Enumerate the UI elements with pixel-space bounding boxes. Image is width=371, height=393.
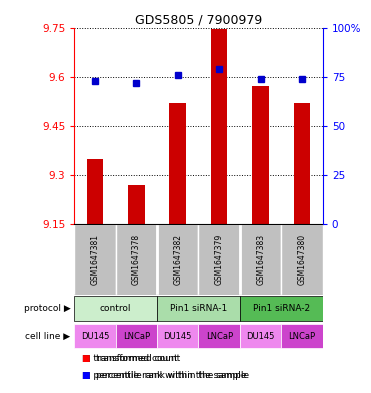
Bar [157, 224, 198, 295]
Text: ■: ■ [82, 354, 90, 363]
Text: GSM1647380: GSM1647380 [298, 234, 306, 285]
Bar [157, 324, 198, 348]
Text: ■ percentile rank within the sample: ■ percentile rank within the sample [82, 371, 246, 380]
Text: Pin1 siRNA-2: Pin1 siRNA-2 [253, 304, 310, 313]
Text: cell line ▶: cell line ▶ [25, 332, 70, 340]
Text: ■ transformed count: ■ transformed count [82, 354, 177, 363]
Bar [240, 324, 281, 348]
Bar [198, 224, 240, 295]
Bar [198, 324, 240, 348]
Bar [170, 103, 186, 224]
Text: DU145: DU145 [164, 332, 192, 340]
Text: LNCaP: LNCaP [289, 332, 316, 340]
Text: transformed count: transformed count [96, 354, 180, 363]
Text: Pin1 siRNA-1: Pin1 siRNA-1 [170, 304, 227, 313]
Bar [74, 324, 116, 348]
Text: GSM1647378: GSM1647378 [132, 234, 141, 285]
Bar [294, 103, 311, 224]
Bar [240, 296, 323, 321]
Text: GSM1647379: GSM1647379 [215, 234, 224, 285]
Bar [240, 224, 281, 295]
Bar [116, 224, 157, 295]
Bar [116, 324, 157, 348]
Text: DU145: DU145 [246, 332, 275, 340]
Text: LNCaP: LNCaP [206, 332, 233, 340]
Text: control: control [100, 304, 131, 313]
Text: LNCaP: LNCaP [123, 332, 150, 340]
Text: ■: ■ [82, 371, 90, 380]
Bar [157, 296, 240, 321]
Bar [74, 224, 116, 295]
Bar [281, 324, 323, 348]
Text: GSM1647381: GSM1647381 [91, 234, 99, 285]
Text: GSM1647383: GSM1647383 [256, 234, 265, 285]
Bar [87, 158, 103, 224]
Bar [74, 296, 157, 321]
Text: DU145: DU145 [81, 332, 109, 340]
Title: GDS5805 / 7900979: GDS5805 / 7900979 [135, 13, 262, 26]
Bar [252, 86, 269, 224]
Bar [128, 185, 145, 224]
Text: percentile rank within the sample: percentile rank within the sample [96, 371, 249, 380]
Text: protocol ▶: protocol ▶ [24, 304, 70, 313]
Text: GSM1647382: GSM1647382 [173, 234, 182, 285]
Bar [211, 29, 227, 224]
Bar [281, 224, 323, 295]
